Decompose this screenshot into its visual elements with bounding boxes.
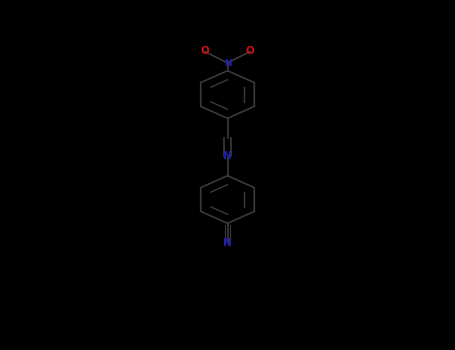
Text: O: O <box>200 47 209 56</box>
Text: N: N <box>223 150 232 161</box>
Text: N: N <box>223 238 232 248</box>
Text: N: N <box>224 58 231 68</box>
Text: O: O <box>246 47 255 56</box>
